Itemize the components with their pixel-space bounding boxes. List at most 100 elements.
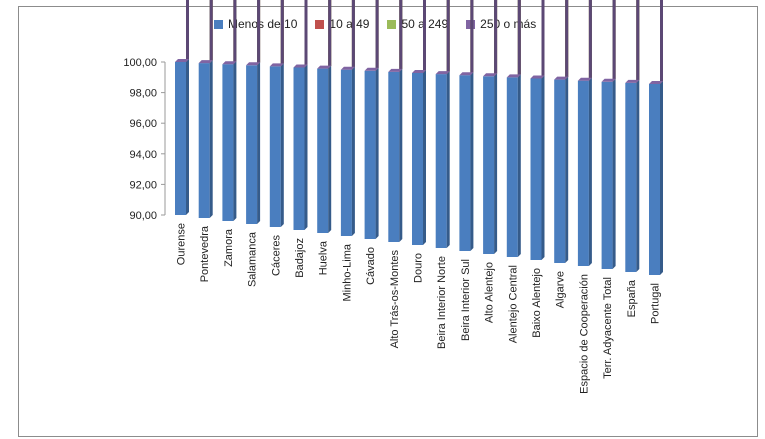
bar-huelva bbox=[317, 0, 332, 233]
bar-top bbox=[412, 70, 426, 73]
category-label-pontevedra: Pontevedra bbox=[199, 225, 211, 282]
bar-segment-menos-de-10 bbox=[198, 63, 210, 218]
bar-side-menos-de-10 bbox=[257, 62, 261, 224]
legend-label: 10 a 49 bbox=[329, 17, 370, 31]
bar-ourense bbox=[175, 0, 189, 215]
bar-side-250-o-mas bbox=[470, 0, 474, 76]
bar-side-250-o-mas bbox=[233, 0, 237, 65]
bar-side-250-o-mas bbox=[186, 0, 189, 62]
bar-top bbox=[577, 77, 592, 81]
bar-segment-menos-de-10 bbox=[483, 76, 495, 254]
bar-side-menos-de-10 bbox=[304, 64, 308, 230]
bar-side-250-o-mas bbox=[423, 0, 426, 73]
bar-side-250-o-mas bbox=[565, 0, 569, 80]
bar-top bbox=[601, 78, 616, 82]
bar-cavado bbox=[364, 0, 379, 239]
bar-top bbox=[198, 60, 213, 64]
y-axis: 90,00 92,00 94,00 96,00 98,00 100,00 bbox=[123, 57, 166, 222]
bar-segment-menos-de-10 bbox=[601, 81, 613, 269]
bar-segment-menos-de-10 bbox=[364, 70, 376, 239]
bar-top bbox=[293, 64, 308, 68]
category-label-huelva: Huelva bbox=[318, 240, 330, 275]
bar-top bbox=[246, 62, 261, 66]
bar-side-menos-de-10 bbox=[494, 73, 498, 254]
bar-segment-menos-de-10 bbox=[530, 78, 542, 260]
bar-salamanca bbox=[246, 0, 261, 224]
bar-side-250-o-mas bbox=[328, 0, 332, 69]
bar-espacio-de-cooperacion bbox=[577, 0, 592, 266]
bar-side-menos-de-10 bbox=[612, 78, 616, 269]
category-label-terr-adyacente-total: Terr. Adyacente Total bbox=[602, 277, 614, 379]
bar-top bbox=[506, 74, 521, 78]
bar-side-250-o-mas bbox=[209, 0, 213, 64]
bar-segment-menos-de-10 bbox=[269, 66, 281, 228]
bar-side-menos-de-10 bbox=[186, 59, 189, 215]
category-label-portugal: Portugal bbox=[650, 283, 662, 324]
bar-side-menos-de-10 bbox=[375, 67, 379, 239]
y-tick-label: 94,00 bbox=[129, 149, 157, 161]
bar-top bbox=[625, 79, 640, 83]
bar-top bbox=[435, 71, 450, 75]
category-label-baixo-alentejo: Baixo Alentejo bbox=[531, 268, 543, 338]
category-label-beira-interior-norte: Beira Interior Norte bbox=[436, 256, 448, 349]
legend-label: Menos de 10 bbox=[228, 17, 298, 31]
bar-side-menos-de-10 bbox=[328, 65, 332, 233]
bar-segment-menos-de-10 bbox=[293, 67, 305, 230]
bar-segment-menos-de-10 bbox=[577, 80, 589, 266]
y-tick-label: 92,00 bbox=[129, 179, 157, 191]
category-label-alentejo-central: Alentejo Central bbox=[507, 265, 519, 343]
bar-top bbox=[649, 81, 663, 84]
bar-algarve bbox=[554, 0, 569, 263]
bar-top bbox=[364, 67, 379, 71]
bar-side-menos-de-10 bbox=[280, 63, 284, 228]
bar-side-250-o-mas bbox=[304, 0, 308, 68]
category-label-minho-lima: Minho-Lima bbox=[341, 243, 353, 301]
bar-caceres bbox=[269, 0, 284, 228]
bar-side-menos-de-10 bbox=[636, 79, 640, 273]
category-label-espacio-de-cooperacion: Espacio de Cooperación bbox=[578, 274, 590, 394]
bar-beira-interior-norte bbox=[435, 0, 450, 248]
bar-side-menos-de-10 bbox=[233, 61, 237, 222]
bar-segment-menos-de-10 bbox=[459, 75, 471, 251]
bar-top bbox=[269, 63, 284, 67]
bar-zamora bbox=[222, 0, 237, 222]
bar-beira-interior-sul bbox=[459, 0, 474, 251]
category-label-alto-alentejo: Alto Alentejo bbox=[484, 262, 496, 323]
category-label-cavado: Cávado bbox=[365, 247, 377, 285]
bar-side-menos-de-10 bbox=[588, 77, 592, 266]
bar-alto-alentejo bbox=[483, 0, 498, 254]
bar-portugal bbox=[649, 0, 663, 275]
bar-side-250-o-mas bbox=[375, 0, 379, 71]
bar-terr-adyacente-total bbox=[601, 0, 616, 269]
category-label-salamanca: Salamanca bbox=[247, 231, 259, 287]
bar-side-250-o-mas bbox=[541, 0, 545, 79]
legend-swatch bbox=[387, 19, 397, 29]
bar-top bbox=[222, 61, 237, 65]
bar-badajoz bbox=[293, 0, 308, 230]
bar-segment-menos-de-10 bbox=[222, 64, 234, 221]
bar-segment-menos-de-10 bbox=[625, 82, 637, 273]
bar-side-250-o-mas bbox=[280, 0, 284, 67]
bar-side-menos-de-10 bbox=[470, 72, 474, 251]
bar-side-menos-de-10 bbox=[565, 76, 569, 263]
bar-segment-menos-de-10 bbox=[175, 62, 186, 215]
bar-pontevedra bbox=[198, 0, 213, 218]
legend-item-menos-de-10: Menos de 10 bbox=[214, 17, 297, 31]
bar-douro bbox=[412, 0, 426, 245]
category-labels: Ourense Pontevedra Zamora Salamanca Cáceres B… bbox=[176, 223, 662, 394]
bar-minho-lima bbox=[340, 0, 355, 236]
category-label-alto-tras-os-montes: Alto Trás-os-Montes bbox=[389, 250, 401, 349]
bar-side-250-o-mas bbox=[636, 0, 640, 83]
bar-side-menos-de-10 bbox=[446, 71, 450, 248]
bar-side-250-o-mas bbox=[588, 0, 592, 81]
y-tick-label: 100,00 bbox=[123, 57, 157, 69]
bar-side-250-o-mas bbox=[399, 0, 403, 72]
bars bbox=[175, 0, 663, 275]
bar-side-250-o-mas bbox=[660, 0, 663, 84]
bar-side-250-o-mas bbox=[446, 0, 450, 75]
bar-side-menos-de-10 bbox=[351, 66, 355, 236]
bar-segment-menos-de-10 bbox=[388, 71, 400, 243]
bar-top bbox=[175, 59, 189, 62]
bar-top bbox=[554, 76, 569, 80]
bar-baixo-alentejo bbox=[530, 0, 545, 260]
